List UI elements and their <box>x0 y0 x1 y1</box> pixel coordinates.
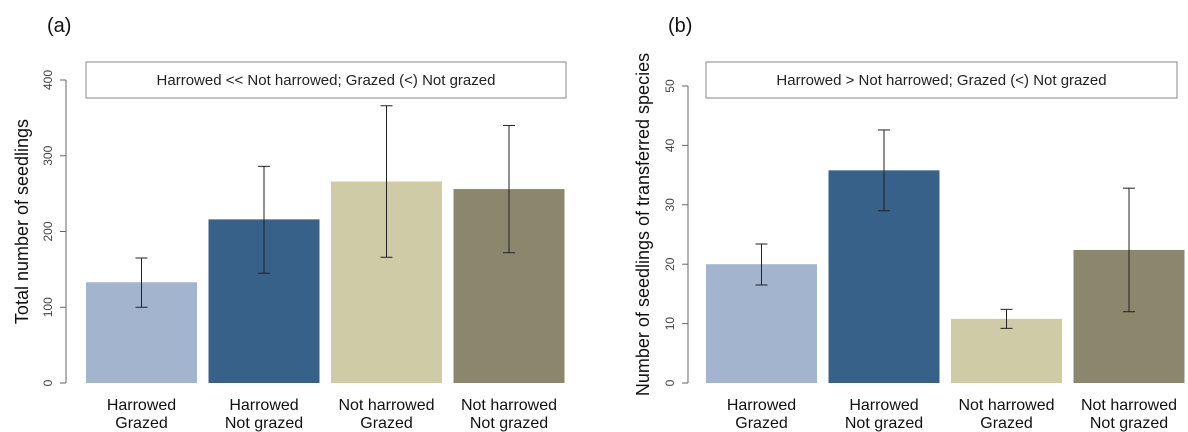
annotation-box <box>705 61 1178 99</box>
y-tick-label: 20 <box>663 257 677 271</box>
y-tick-label: 0 <box>663 379 677 386</box>
category-label: Harrowed <box>107 397 176 414</box>
chart-panel-a: (a) 0 100 200 300 400 Total number of seedling… <box>12 15 567 432</box>
category-label: Grazed <box>115 415 167 432</box>
y-tick-label: 10 <box>663 317 677 331</box>
chart-panel-b: (b) 0 10 20 30 40 50 Number of seedlings of tra… <box>633 15 1185 432</box>
category-label: Not harrowed <box>1081 397 1177 414</box>
category-label: Not grazed <box>470 415 548 432</box>
category-label: Harrowed <box>727 397 796 414</box>
category-label: Not grazed <box>225 415 303 432</box>
panel-label: (b) <box>668 15 692 37</box>
category-label: Grazed <box>360 415 412 432</box>
category-label: Harrowed <box>849 397 918 414</box>
category-label: Grazed <box>980 415 1032 432</box>
y-tick-label: 300 <box>41 145 55 165</box>
category-label: Harrowed <box>229 397 298 414</box>
category-label: Grazed <box>735 415 787 432</box>
y-tick-label: 100 <box>41 297 55 317</box>
annotation-text: Harrowed << Not harrowed; Grazed (<) Not… <box>157 72 496 89</box>
annotation-box <box>85 61 567 99</box>
bar <box>951 318 1062 383</box>
y-tick-label: 400 <box>41 70 55 90</box>
category-label: Not grazed <box>1090 415 1168 432</box>
category-label: Not grazed <box>845 415 923 432</box>
category-label: Not harrowed <box>958 397 1054 414</box>
y-axis-title: Total number of seedlings <box>12 119 32 324</box>
y-axis-title: Number of seedlings of transferred speci… <box>633 53 653 396</box>
panel-label: (a) <box>47 15 71 37</box>
y-tick-label: 30 <box>663 198 677 212</box>
y-tick-label: 40 <box>663 138 677 152</box>
y-tick-label: 0 <box>41 379 55 386</box>
y-tick-label: 200 <box>41 221 55 241</box>
y-tick-label: 50 <box>663 79 677 93</box>
category-label: Not harrowed <box>461 397 557 414</box>
annotation-text: Harrowed > Not harrowed; Grazed (<) Not … <box>776 72 1106 89</box>
category-label: Not harrowed <box>338 397 434 414</box>
